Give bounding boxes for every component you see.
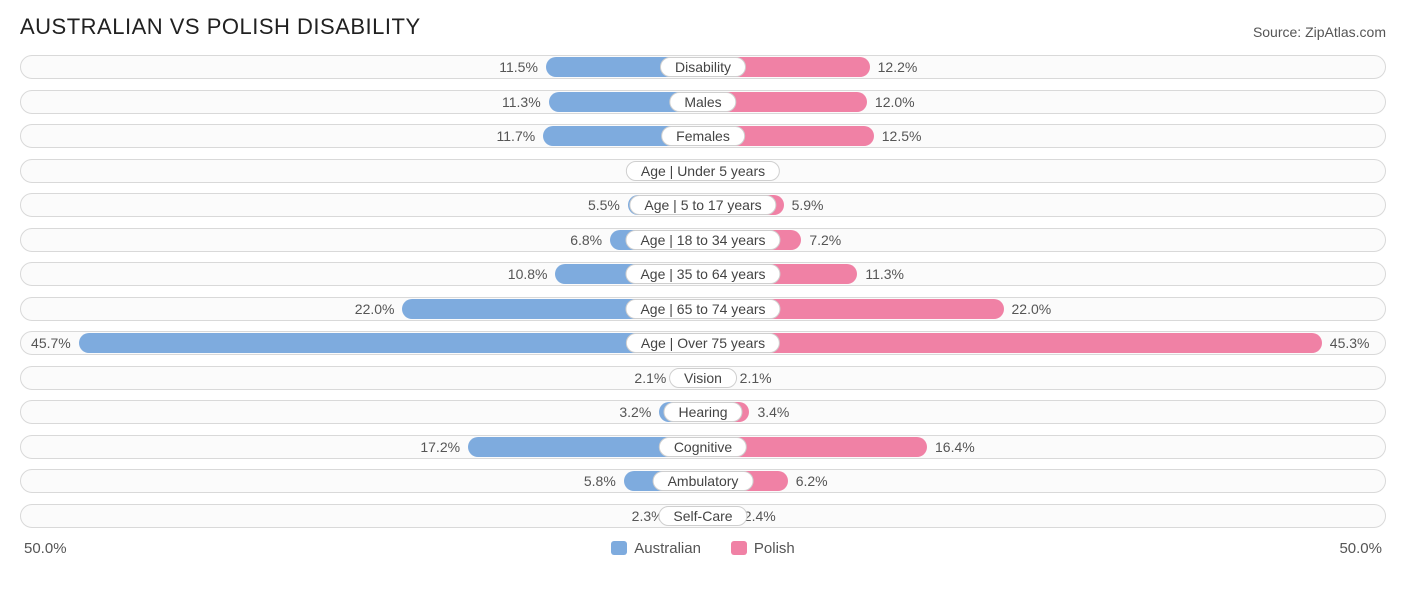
category-label: Females	[661, 126, 745, 146]
category-label: Age | Over 75 years	[626, 333, 780, 353]
chart-row: 10.8% 11.3% Age | 35 to 64 years	[20, 259, 1386, 289]
value-label-left: 11.7%	[497, 128, 536, 144]
category-label: Age | 18 to 34 years	[625, 230, 780, 250]
legend-item-australian: Australian	[611, 540, 701, 557]
bar-australian	[79, 333, 703, 353]
value-label-left: 45.7%	[31, 335, 71, 351]
chart-row: 11.3% 12.0% Males	[20, 87, 1386, 117]
category-label: Age | 35 to 64 years	[625, 264, 780, 284]
value-label-right: 2.4%	[744, 508, 776, 524]
value-label-left: 10.8%	[508, 266, 548, 282]
legend-swatch-australian	[611, 541, 627, 555]
chart-source: Source: ZipAtlas.com	[1253, 24, 1386, 40]
chart-row: 6.8% 7.2% Age | 18 to 34 years	[20, 225, 1386, 255]
chart-header: AUSTRALIAN VS POLISH DISABILITY Source: …	[0, 0, 1406, 48]
chart-row: 11.7% 12.5% Females	[20, 121, 1386, 151]
category-label: Males	[669, 92, 736, 112]
value-label-left: 17.2%	[420, 439, 460, 455]
axis-max-left: 50.0%	[24, 540, 67, 557]
value-label-right: 12.2%	[878, 59, 918, 75]
category-label: Ambulatory	[653, 471, 754, 491]
chart-row: 3.2% 3.4% Hearing	[20, 397, 1386, 427]
value-label-right: 16.4%	[935, 439, 975, 455]
value-label-left: 22.0%	[355, 301, 395, 317]
value-label-left: 11.5%	[499, 59, 538, 75]
value-label-right: 3.4%	[757, 404, 789, 420]
value-label-left: 5.5%	[588, 197, 620, 213]
value-label-right: 22.0%	[1012, 301, 1052, 317]
legend-item-polish: Polish	[731, 540, 795, 557]
chart-row: 17.2% 16.4% Cognitive	[20, 432, 1386, 462]
bar-polish	[703, 333, 1322, 353]
chart-row: 22.0% 22.0% Age | 65 to 74 years	[20, 294, 1386, 324]
category-label: Disability	[660, 57, 746, 77]
chart-row: 11.5% 12.2% Disability	[20, 52, 1386, 82]
value-label-left: 6.8%	[570, 232, 602, 248]
value-label-left: 3.2%	[619, 404, 651, 420]
value-label-right: 6.2%	[796, 473, 828, 489]
value-label-left: 11.3%	[502, 94, 541, 110]
legend-swatch-polish	[731, 541, 747, 555]
chart-footer: 50.0% Australian Polish 50.0%	[0, 535, 1406, 561]
chart-row: 45.7% 45.3% Age | Over 75 years	[20, 328, 1386, 358]
chart-title: AUSTRALIAN VS POLISH DISABILITY	[20, 14, 421, 40]
category-label: Vision	[669, 368, 737, 388]
value-label-left: 5.8%	[584, 473, 616, 489]
chart-row: 2.1% 2.1%Vision	[20, 363, 1386, 393]
axis-max-right: 50.0%	[1339, 540, 1382, 557]
chart-row: 1.4%1.6%Age | Under 5 years	[20, 156, 1386, 186]
value-label-right: 5.9%	[792, 197, 824, 213]
chart-row: 5.5% 5.9% Age | 5 to 17 years	[20, 190, 1386, 220]
legend-label-australian: Australian	[634, 540, 701, 557]
value-label-right: 45.3%	[1330, 335, 1370, 351]
category-label: Cognitive	[659, 437, 747, 457]
value-label-right: 12.0%	[875, 94, 915, 110]
category-label: Age | Under 5 years	[626, 161, 780, 181]
value-label-right: 12.5%	[882, 128, 922, 144]
chart-row: 5.8% 6.2% Ambulatory	[20, 466, 1386, 496]
value-label-right: 7.2%	[809, 232, 841, 248]
category-label: Age | 5 to 17 years	[629, 195, 776, 215]
category-label: Age | 65 to 74 years	[625, 299, 780, 319]
value-label-left: 2.1%	[634, 370, 666, 386]
value-label-right: 2.1%	[740, 370, 772, 386]
legend-label-polish: Polish	[754, 540, 795, 557]
chart-body: 11.5% 12.2% Disability 11.3% 12.0% Males 11.7%…	[0, 48, 1406, 531]
value-label-right: 11.3%	[865, 266, 904, 282]
chart-row: 2.3%2.4%Self-Care	[20, 501, 1386, 531]
legend: Australian Polish	[611, 540, 795, 557]
category-label: Self-Care	[658, 506, 747, 526]
category-label: Hearing	[663, 402, 742, 422]
